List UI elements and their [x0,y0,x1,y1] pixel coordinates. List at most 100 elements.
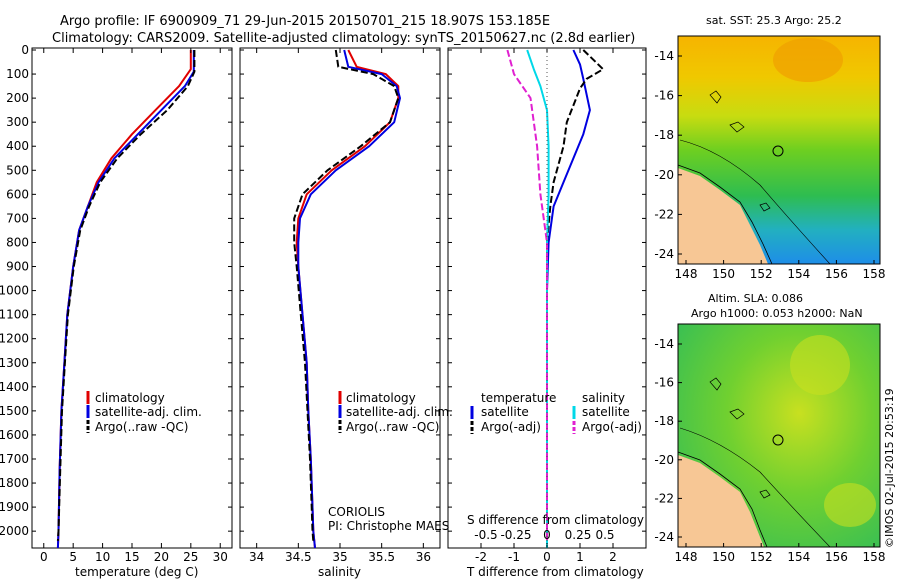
temperature-panel-frame [31,47,233,549]
x-tick-label: 34 [249,550,264,564]
legend-argo-label: Argo(..raw -QC) [346,420,439,434]
series-line-s-satellite [526,49,550,548]
map-x-tick-label: 158 [863,267,886,281]
legend-salinity-title: salinity [582,391,625,405]
sst-map-frame [677,35,881,265]
map-y-tick-label: -24 [654,530,674,544]
depth-tick-label: 900 [6,260,29,274]
sla-coastline [677,451,768,548]
sst-argo-location-marker [772,145,784,157]
depth-tick-label: 1600 [0,428,29,442]
depth-tick-label: 1100 [0,308,29,322]
salinity-panel-frame [239,47,441,549]
x-tick-label: 0 [543,550,551,564]
s-difference-label: S difference from climatology [467,513,644,527]
map-y-tick-label: -14 [654,337,674,351]
depth-tick-label: 100 [6,67,29,81]
depth-tick-label: 800 [6,235,29,249]
sst-reefs [709,90,771,212]
temperature-series [56,50,196,548]
series-line-satellite-adj-clim [297,49,401,548]
depth-tick-label: 1300 [0,356,29,370]
depth-tick-label: 0 [21,43,29,57]
map-x-tick-label: 148 [675,267,698,281]
series-line-argo-raw-qc [56,50,196,541]
sla-reefs [709,377,771,499]
sla-map: Altim. SLA: 0.086 Argo h1000: 0.053 h200… [677,292,881,548]
sla-high-patch [824,483,876,527]
depth-tick-label: 1800 [0,476,29,490]
series-line-s-argo-adj [506,49,548,541]
sla-map-title-1: Altim. SLA: 0.086 [708,292,803,305]
map-x-tick-label: 150 [712,550,735,564]
map-x-tick-label: 154 [787,267,810,281]
difference-legend: temperature satellite Argo(-adj) salinit… [467,391,644,527]
legend-climatology-label: climatology [346,391,416,405]
imos-watermark: ©IMOS 02-Jul-2015 20:53:19 [883,388,896,548]
series-line-t-satellite [546,49,591,548]
sst-map: sat. SST: 25.3 Argo: 25.2 [677,14,881,265]
sst-depth-contour [679,139,831,265]
temperature-xlabel: temperature (deg C) [75,565,198,579]
depth-tick-label: 200 [6,91,29,105]
s-diff-tick-label: -0.5 [474,528,497,542]
s-diff-tick-label: 0.5 [595,528,614,542]
s-difference-ticks: -0.5 -0.25 0 0.25 0.5 [474,528,614,542]
s-diff-tick-label: 0.25 [565,528,592,542]
s-diff-tick-label: -0.25 [500,528,531,542]
depth-tick-label: 400 [6,139,29,153]
x-tick-label: 36 [416,550,431,564]
series-line-t-argo-adj [546,49,605,541]
legend-argo-label: Argo(..raw -QC) [95,420,188,434]
header-line-2: Climatology: CARS2009. Satellite-adjuste… [52,31,635,46]
x-tick-label: 20 [154,550,169,564]
sla-map-ticks: 148 150 152 154 156 158 -14 -16 -18 -20 -22 -24 [654,337,885,564]
sla-map-frame [677,323,881,548]
map-x-tick-label: 150 [712,267,735,281]
x-axes-ticks: 0 5 10 15 20 25 30 34 34.5 35 35.5 36 -2 -1 0 1 2 [40,48,617,564]
depth-tick-label: 700 [6,211,29,225]
legend-satellite-label: satellite-adj. clim. [346,405,453,419]
annotation-pi: PI: Christophe MAES [328,519,449,533]
depth-tick-label: 600 [6,187,29,201]
x-tick-label: 25 [183,550,198,564]
x-tick-label: -2 [475,550,487,564]
legend-s-argo-label: Argo(-adj) [582,420,642,434]
map-y-tick-label: -16 [654,376,674,390]
x-tick-label: 35 [332,550,347,564]
legend-temperature-title: temperature [481,391,556,405]
salinity-series [293,49,401,548]
x-tick-label: 30 [213,550,228,564]
sla-map-title-2: Argo h1000: 0.053 h2000: NaN [691,307,863,320]
series-line-satellite-adj-clim [56,50,195,548]
sla-depth-contour [679,427,831,548]
map-y-tick-label: -20 [654,168,674,182]
depth-tick-label: 1000 [0,284,29,298]
annotation-coriolis: CORIOLIS [328,505,385,519]
map-x-tick-label: 158 [863,550,886,564]
x-tick-label: 10 [95,550,110,564]
map-y-tick-label: -18 [654,414,674,428]
legend-t-argo-label: Argo(-adj) [481,420,541,434]
legend-s-satellite-label: satellite [582,405,630,419]
depth-tick-label: 1900 [0,500,29,514]
sst-warm-patch [773,38,843,82]
legend-t-satellite-label: satellite [481,405,529,419]
depth-tick-label: 1700 [0,452,29,466]
x-tick-label: 2 [609,550,617,564]
x-tick-label: -1 [508,550,520,564]
sst-coastline [677,164,773,265]
s-diff-tick-label: 0 [543,528,551,542]
depth-tick-label: 2000 [0,524,29,538]
map-y-tick-label: -24 [654,247,674,261]
depth-tick-label: 1200 [0,332,29,346]
header-line-1: Argo profile: IF 6900909_71 29-Jun-2015 … [60,14,550,29]
map-x-tick-label: 154 [787,550,810,564]
map-y-tick-label: -18 [654,128,674,142]
series-line-climatology [56,50,192,548]
x-tick-label: 5 [69,550,77,564]
x-tick-label: 34.5 [285,550,312,564]
x-tick-label: 0 [40,550,48,564]
map-x-tick-label: 156 [825,550,848,564]
